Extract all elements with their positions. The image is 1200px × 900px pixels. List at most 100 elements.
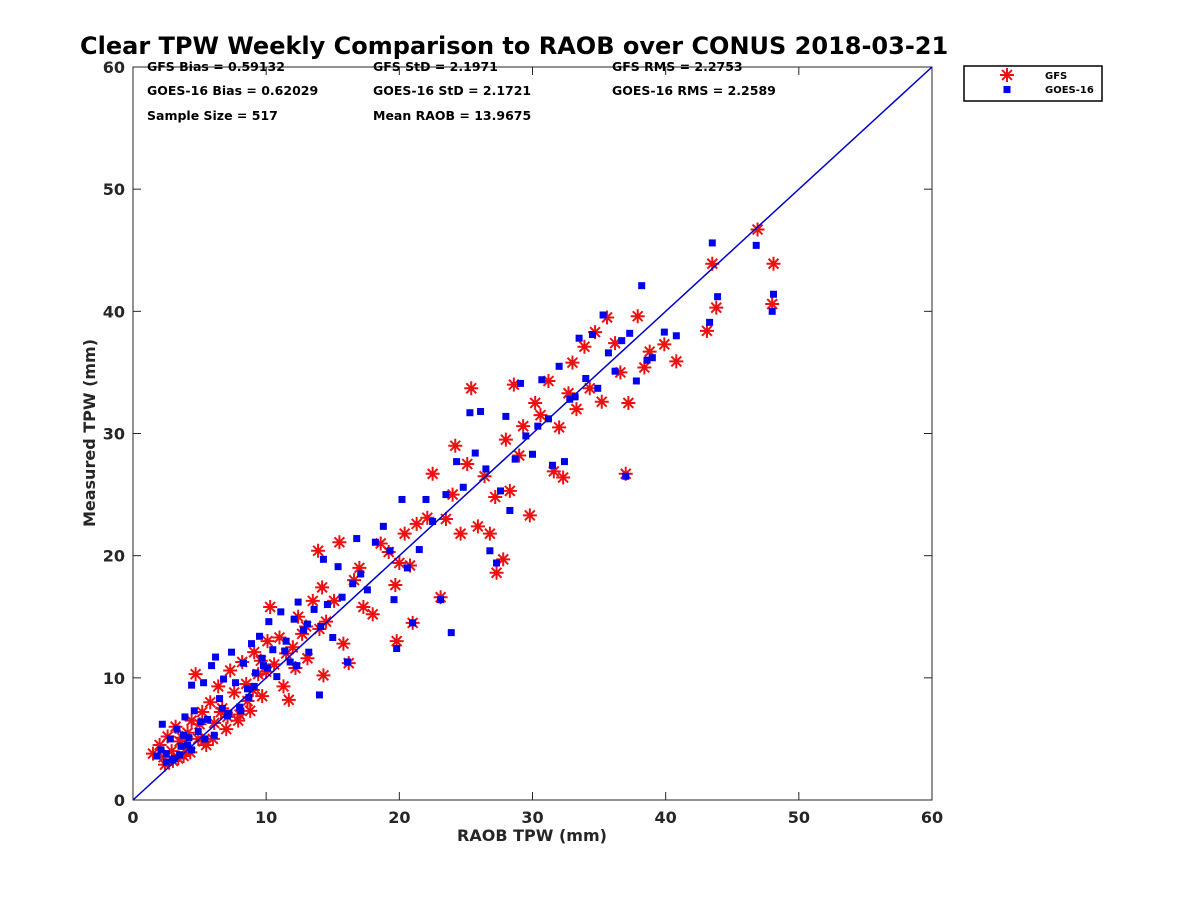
gfs-point — [496, 552, 511, 567]
goes-16-point — [706, 318, 714, 326]
goes-16-point — [162, 758, 170, 766]
goes-16-point — [323, 601, 331, 609]
goes-16-point — [265, 618, 273, 626]
goes-16-point — [240, 659, 248, 667]
gfs-point — [552, 420, 567, 435]
gfs-point — [488, 490, 503, 505]
gfs-point — [276, 679, 291, 694]
gfs-point — [315, 580, 330, 595]
goes-16-point — [176, 751, 184, 759]
goes-16-point — [190, 707, 198, 715]
legend-gfs-label: GFS — [1045, 71, 1067, 82]
goes-16-point — [486, 547, 494, 555]
goes-16-point — [286, 658, 294, 666]
gfs-point — [669, 354, 684, 369]
goes-16-point — [398, 495, 406, 503]
gfs-point — [336, 636, 351, 651]
goes-16-point — [188, 681, 196, 689]
goes-16-point — [244, 685, 252, 693]
goes-16-point — [379, 522, 387, 530]
goes-16-point — [250, 682, 258, 690]
goes-16-point — [210, 731, 218, 739]
gfs-point — [281, 692, 296, 707]
goes-16-point — [158, 720, 166, 728]
gfs-point — [332, 535, 347, 550]
gfs-point — [470, 519, 485, 534]
goes-16-point — [225, 709, 233, 717]
goes-16-point — [502, 412, 510, 420]
goes-16-point — [437, 596, 445, 604]
gfs-point — [608, 336, 623, 351]
gfs-point — [231, 713, 246, 728]
goes-16-point — [170, 754, 178, 762]
goes-16-point — [334, 563, 342, 571]
goes-16-point — [237, 707, 245, 715]
gfs-point — [180, 725, 195, 740]
gfs-point — [316, 668, 331, 683]
goes-16-point — [277, 608, 285, 616]
gfs-point — [227, 685, 242, 700]
goes-16-point — [453, 458, 461, 466]
y-axis-label: Measured TPW (mm) — [80, 339, 99, 527]
stat-gfs-rms: GFS RMS = 2.2753 — [612, 59, 743, 74]
goes-16-point — [477, 408, 485, 416]
goes-16-point — [371, 538, 379, 546]
x-tick-label: 40 — [655, 808, 677, 827]
goes-16-point — [648, 354, 656, 362]
x-tick-label: 20 — [388, 808, 410, 827]
gfs-point — [637, 360, 652, 375]
gfs-point — [207, 716, 222, 731]
legend-gfs-marker — [1000, 68, 1014, 82]
goes-16-point — [560, 458, 568, 466]
gfs-point — [352, 560, 367, 575]
gfs-point — [164, 744, 179, 759]
goes-16-point — [447, 629, 455, 637]
gfs-point — [453, 526, 468, 541]
goes-16-point — [153, 752, 161, 760]
goes-16-point — [212, 653, 220, 661]
gfs-point — [232, 707, 247, 722]
goes-16-point — [429, 517, 437, 525]
goes-16-point — [220, 675, 228, 683]
goes-16-point — [201, 735, 209, 743]
goes-16-point — [638, 282, 646, 290]
goes-16-point — [260, 662, 268, 670]
goes-16-point — [632, 377, 640, 385]
gfs-point — [541, 373, 556, 388]
goes-16-point — [517, 379, 525, 387]
goes-16-point — [534, 422, 542, 430]
goes-16-point — [393, 645, 401, 653]
goes-16-point — [409, 619, 417, 627]
goes-16-point — [604, 349, 612, 357]
goes-16-point — [181, 713, 189, 721]
x-tick-label: 0 — [127, 808, 138, 827]
gfs-point — [533, 408, 548, 423]
goes-16-point — [338, 593, 346, 601]
legend-box — [963, 65, 1103, 102]
stat-sample-size: Sample Size = 517 — [147, 108, 278, 123]
gfs-point — [705, 256, 720, 271]
goes-16-point — [166, 735, 174, 743]
goes-16-point — [245, 693, 253, 701]
stats-block: GFS Bias = 0.59132 GFS StD = 2.1971 GFS … — [147, 59, 776, 123]
goes-16-point — [218, 704, 226, 712]
goes-16-point — [310, 605, 318, 613]
goes-16-point — [185, 734, 193, 742]
gfs-point — [448, 438, 463, 453]
goes-16-point — [588, 331, 596, 339]
gfs-point — [502, 483, 517, 498]
gfs-point — [285, 640, 300, 655]
goes-16-point — [529, 450, 536, 458]
gfs-point — [205, 731, 220, 746]
goes-16-point — [248, 640, 256, 648]
goes-16-point — [618, 337, 626, 345]
gfs-point — [176, 749, 191, 764]
goes-16-point — [269, 646, 277, 654]
goes-16-point — [273, 673, 281, 681]
gfs-point — [512, 448, 527, 463]
one-to-one-line — [132, 66, 933, 801]
y-tick-label: 60 — [103, 58, 125, 77]
gfs-point — [295, 626, 310, 641]
goes-16-point — [752, 241, 760, 249]
